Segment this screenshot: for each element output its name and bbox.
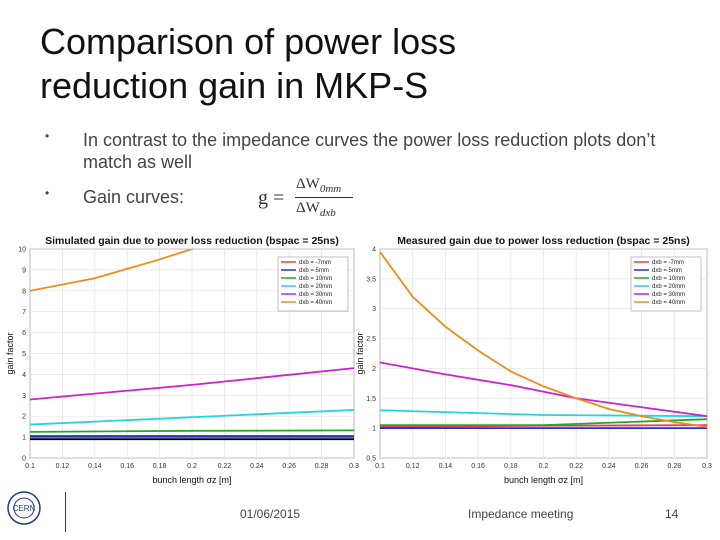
x-axis-label: bunch length σz [m] xyxy=(504,475,583,485)
series-line xyxy=(30,429,354,433)
legend-entry: dxb = -7mm xyxy=(652,260,684,266)
x-tick-label: 0.24 xyxy=(602,463,616,470)
y-tick-label: 2 xyxy=(22,414,26,421)
y-tick-label: 0 xyxy=(22,456,26,463)
x-tick-label: 0.12 xyxy=(56,463,70,470)
legend-entry: dxb = -7mm xyxy=(299,260,331,266)
legend-entry: dxb = 5mm xyxy=(652,268,682,274)
y-axis-label: gain factor xyxy=(355,332,365,374)
y-tick-label: 1 xyxy=(22,435,26,442)
bullet-text: Gain curves: xyxy=(83,187,185,207)
x-tick-label: 0.3 xyxy=(349,463,359,470)
series-line xyxy=(380,251,707,428)
slide-title-line-2: reduction gain in MKP-S xyxy=(40,65,429,106)
y-tick-label: 4 xyxy=(22,372,26,379)
chart-legend: dxb = -7mm dxb = 5mm dxb = 10mm dxb = 20mm d… xyxy=(630,256,702,312)
footer-date: 01/06/2015 xyxy=(240,507,301,521)
bullet-dot: • xyxy=(45,186,50,200)
y-tick-label: 1 xyxy=(372,426,376,433)
slide-title-line-1: Comparison of power loss xyxy=(40,21,457,62)
y-tick-label: 8 xyxy=(22,288,26,295)
legend-entry: dxb = 40mm xyxy=(652,300,685,306)
cern-logo-text: CERN xyxy=(13,504,36,513)
formula-numerator: ΔW0mm xyxy=(296,176,342,195)
y-tick-label: 4 xyxy=(372,247,376,254)
series-line xyxy=(380,418,707,427)
x-tick-label: 0.14 xyxy=(88,463,102,470)
x-tick-label: 0.18 xyxy=(153,463,167,470)
footer-page-number: 14 xyxy=(665,507,679,521)
x-tick-label: 0.28 xyxy=(315,463,329,470)
legend-entry: dxb = 10mm xyxy=(652,276,685,282)
y-tick-label: 3.5 xyxy=(366,276,376,283)
y-tick-label: 9 xyxy=(22,267,26,274)
slide-title: Comparison of power loss reduction gain … xyxy=(40,20,660,108)
y-tick-label: 5 xyxy=(22,351,26,358)
y-tick-label: 2 xyxy=(372,366,376,373)
x-tick-label: 0.18 xyxy=(504,463,518,470)
x-tick-label: 0.28 xyxy=(667,463,681,470)
x-tick-label: 0.12 xyxy=(406,463,420,470)
chart-legend: dxb = -7mm dxb = 5mm dxb = 10mm dxb = 20mm d… xyxy=(277,256,349,312)
y-tick-label: 6 xyxy=(22,330,26,337)
x-tick-label: 0.2 xyxy=(187,463,197,470)
measured-gain-chart: Measured gain due to power loss reductio… xyxy=(355,235,712,485)
simulated-gain-chart: Simulated gain due to power loss reducti… xyxy=(5,235,359,485)
y-axis-label: gain factor xyxy=(5,332,15,374)
formula-lhs: g = xyxy=(258,187,285,209)
x-tick-label: 0.2 xyxy=(539,463,549,470)
series-line xyxy=(380,361,707,418)
x-tick-label: 0.14 xyxy=(439,463,453,470)
y-tick-label: 3 xyxy=(372,306,376,313)
legend-entry: dxb = 10mm xyxy=(299,276,332,282)
y-tick-label: 2.5 xyxy=(366,336,376,343)
x-tick-label: 0.1 xyxy=(25,463,35,470)
y-tick-label: 7 xyxy=(22,309,26,316)
legend-entry: dxb = 30mm xyxy=(652,292,685,298)
x-tick-label: 0.26 xyxy=(635,463,649,470)
formula-denominator: ΔWdxb xyxy=(296,200,336,219)
x-tick-label: 0.24 xyxy=(250,463,264,470)
y-tick-label: 3 xyxy=(22,393,26,400)
x-tick-label: 0.1 xyxy=(375,463,385,470)
x-tick-label: 0.22 xyxy=(218,463,232,470)
x-tick-label: 0.16 xyxy=(120,463,134,470)
cern-logo: CERN xyxy=(7,491,41,525)
x-axis-label: bunch length σz [m] xyxy=(152,475,231,485)
footer-divider xyxy=(65,492,66,532)
x-tick-label: 0.22 xyxy=(569,463,583,470)
series-line xyxy=(380,409,707,418)
legend-entry: dxb = 20mm xyxy=(299,284,332,290)
legend-entry: dxb = 20mm xyxy=(652,284,685,290)
y-tick-label: 0.5 xyxy=(366,456,376,463)
x-tick-label: 0.26 xyxy=(282,463,296,470)
chart-title: Simulated gain due to power loss reducti… xyxy=(45,235,339,247)
bullet-dot: • xyxy=(45,129,50,143)
series-line xyxy=(30,249,195,292)
x-tick-label: 0.3 xyxy=(702,463,712,470)
bullet-text: In contrast to the impedance curves the … xyxy=(83,130,656,172)
legend-entry: dxb = 30mm xyxy=(299,292,332,298)
footer-meeting: Impedance meeting xyxy=(468,507,574,521)
y-tick-label: 10 xyxy=(18,247,26,254)
x-tick-label: 0.16 xyxy=(471,463,485,470)
chart-title: Measured gain due to power loss reductio… xyxy=(397,235,690,247)
legend-entry: dxb = 5mm xyxy=(299,268,329,274)
series-line xyxy=(30,409,354,426)
legend-entry: dxb = 40mm xyxy=(299,300,332,306)
y-tick-label: 1.5 xyxy=(366,396,376,403)
series-line xyxy=(30,367,354,401)
gain-formula: g = ΔW0mm ΔWdxb xyxy=(258,176,358,222)
formula-fraction-bar xyxy=(295,197,353,198)
